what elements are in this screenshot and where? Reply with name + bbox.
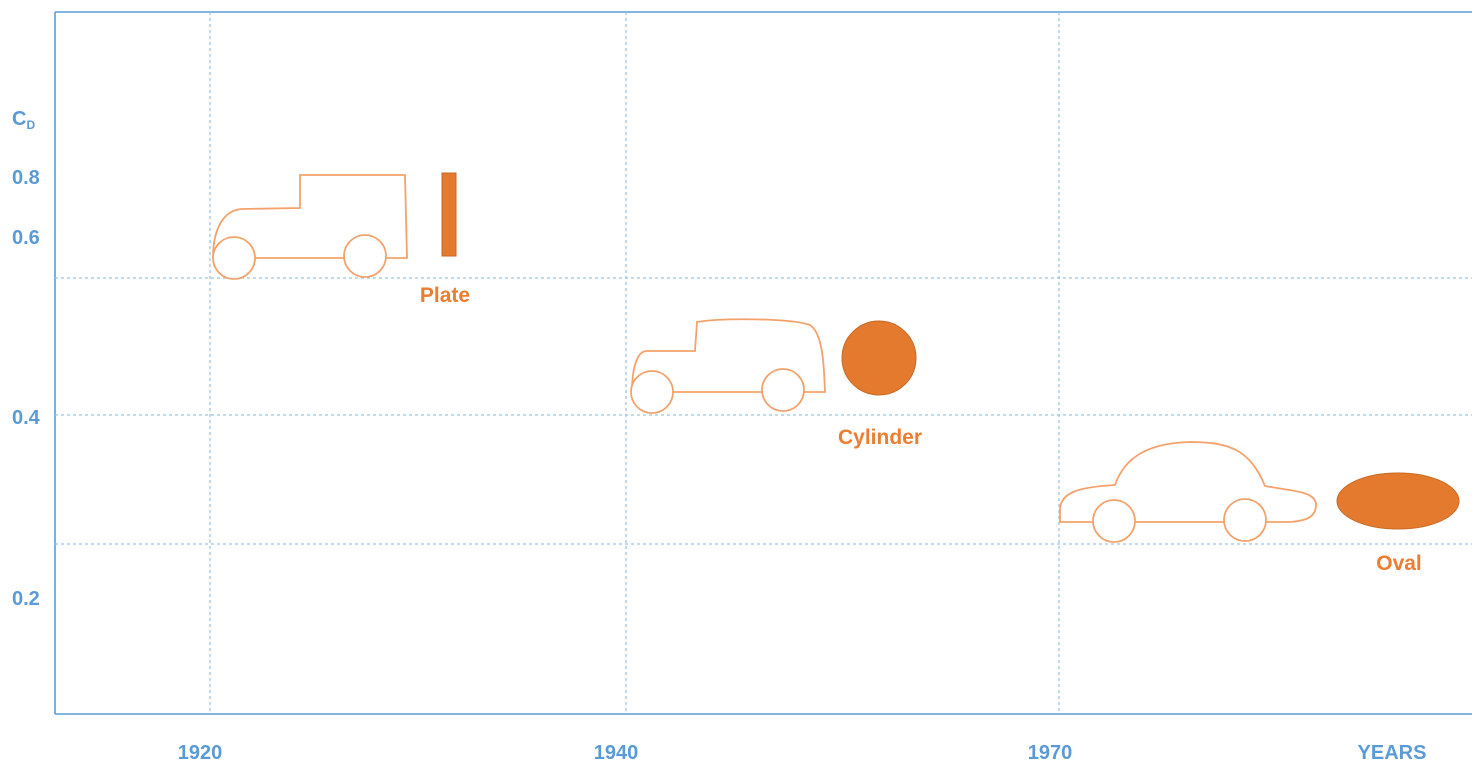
wheel — [344, 235, 386, 277]
y-tick-label: 0.6 — [12, 227, 40, 249]
wheel — [1224, 499, 1266, 541]
x-tick-label: 1970 — [1028, 742, 1073, 764]
cylinder-shape — [842, 321, 916, 395]
y-tick-label: 0.2 — [12, 588, 40, 610]
x-tick-label: 1920 — [178, 742, 223, 764]
shape-label: Cylinder — [838, 426, 922, 449]
diagram: CD 0.8 0.6 0.4 0.2 1920 1940 1970 YEARS … — [0, 0, 1472, 764]
wheel — [213, 237, 255, 279]
y-axis-label-main: C — [12, 108, 26, 130]
wheel — [1093, 500, 1135, 542]
x-axis-label: YEARS — [1358, 742, 1427, 764]
y-tick-label: 0.8 — [12, 167, 40, 189]
plate-shape — [442, 173, 456, 256]
wheel — [762, 369, 804, 411]
y-tick-label: 0.4 — [12, 407, 41, 429]
y-axis-label: CD — [12, 108, 35, 132]
page: {"y_axis": {"label": "C", "label_subscri… — [0, 0, 1472, 764]
shape-label: Plate — [420, 284, 470, 307]
x-tick-label: 1940 — [594, 742, 639, 764]
wheel — [631, 371, 673, 413]
oval-shape — [1337, 473, 1459, 529]
y-axis-label-subscript: D — [26, 118, 35, 132]
shape-label: Oval — [1376, 552, 1422, 575]
